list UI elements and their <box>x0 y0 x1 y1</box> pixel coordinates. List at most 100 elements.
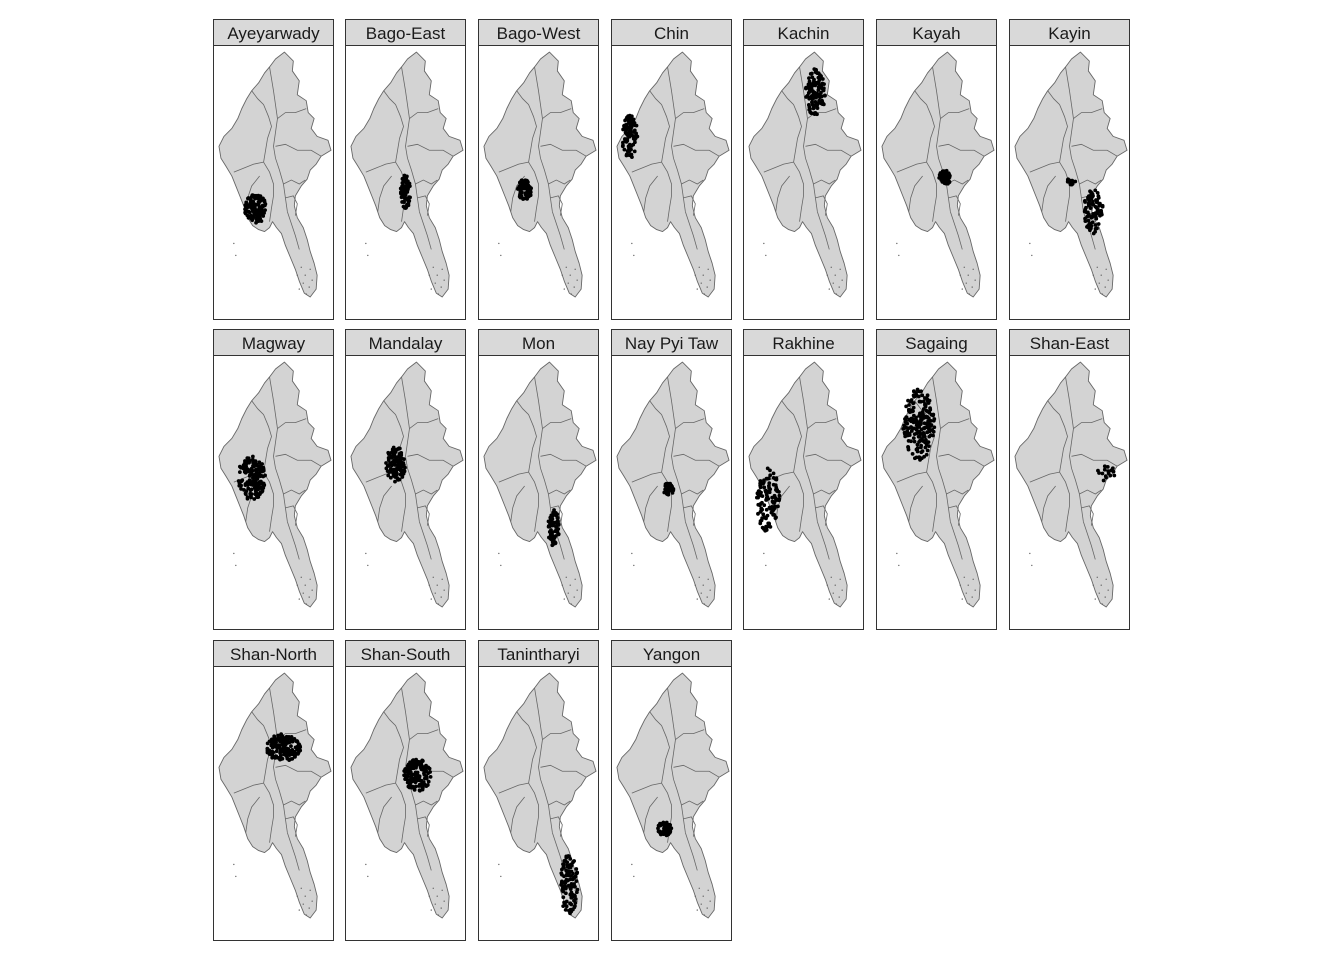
region-boundary <box>815 195 828 216</box>
region-boundary <box>763 161 794 173</box>
region-boundary <box>534 66 543 119</box>
island-speck <box>443 589 445 591</box>
island-speck <box>832 282 834 284</box>
location-point <box>270 743 274 748</box>
region-boundary <box>685 832 698 871</box>
location-point <box>570 877 575 882</box>
island-speck <box>974 279 976 281</box>
island-speck <box>898 564 900 567</box>
region-boundary <box>409 729 439 740</box>
location-point <box>400 191 404 196</box>
island-speck <box>567 282 569 284</box>
location-point <box>560 872 564 877</box>
location-point <box>410 776 415 780</box>
region-boundary <box>498 161 529 173</box>
location-point <box>420 758 425 763</box>
island-speck <box>694 584 696 586</box>
region-boundary <box>940 108 970 119</box>
location-point <box>929 419 933 423</box>
region-boundary <box>1029 161 1060 173</box>
region-boundary <box>251 90 272 163</box>
island-speck <box>832 592 834 594</box>
country-outline <box>1014 361 1128 608</box>
location-point <box>665 486 670 491</box>
island-speck <box>563 598 565 600</box>
island-speck <box>702 895 704 897</box>
region-boundary <box>540 764 587 778</box>
location-point <box>773 516 778 521</box>
island-speck <box>308 596 310 598</box>
location-point <box>257 480 262 484</box>
location-point <box>561 862 565 867</box>
location-point <box>927 429 932 434</box>
location-point <box>556 527 561 531</box>
region-boundary <box>516 90 537 163</box>
location-point <box>761 481 766 486</box>
location-point <box>407 785 412 790</box>
island-speck <box>1107 279 1109 281</box>
location-point <box>265 748 270 753</box>
location-point <box>417 788 422 793</box>
region-boundary <box>1041 175 1056 212</box>
location-point <box>775 488 780 492</box>
region-boundary <box>498 782 529 794</box>
region-boundary <box>401 687 410 740</box>
facet-panel-kachin: Kachin <box>743 19 864 320</box>
region-map <box>218 672 332 919</box>
island-speck <box>304 895 306 897</box>
location-point <box>564 899 569 904</box>
region-boundary <box>516 400 537 473</box>
country-outline <box>218 672 332 919</box>
facet-panel-chin: Chin <box>611 19 732 320</box>
location-point <box>250 457 255 462</box>
region-boundary <box>1059 161 1070 222</box>
location-point <box>909 408 914 413</box>
location-point <box>424 776 429 780</box>
location-point <box>820 77 825 81</box>
location-point <box>632 149 637 154</box>
region-boundary <box>932 66 941 119</box>
island-speck <box>500 875 502 878</box>
location-point <box>406 766 411 771</box>
region-boundary <box>1069 428 1084 522</box>
location-point <box>244 200 249 205</box>
island-speck <box>437 603 439 605</box>
location-point <box>804 95 809 99</box>
island-speck <box>436 274 438 276</box>
location-point <box>572 859 576 863</box>
location-point <box>771 471 776 476</box>
region-boundary <box>534 687 543 740</box>
location-point <box>273 755 278 760</box>
region-boundary <box>799 66 808 119</box>
island-speck <box>574 578 576 580</box>
location-point <box>909 419 914 424</box>
location-point <box>819 85 823 90</box>
island-speck <box>298 288 300 290</box>
island-speck <box>967 274 969 276</box>
island-speck <box>440 596 442 598</box>
location-point <box>401 184 406 189</box>
location-point <box>813 92 818 97</box>
region-boundary <box>548 179 571 185</box>
location-point <box>422 771 426 776</box>
location-point <box>413 780 418 785</box>
location-point <box>274 749 279 754</box>
location-point <box>417 774 422 779</box>
location-point <box>664 833 669 838</box>
region-boundary <box>908 485 923 522</box>
region-map <box>1014 361 1128 608</box>
location-point <box>629 118 634 123</box>
location-point <box>569 909 573 914</box>
region-boundary <box>803 428 818 522</box>
location-point <box>759 490 763 495</box>
region-boundary <box>685 211 698 250</box>
location-point <box>922 434 927 439</box>
region-boundary <box>1065 376 1074 429</box>
island-speck <box>839 578 841 580</box>
location-point <box>546 524 551 529</box>
island-speck <box>432 576 434 578</box>
region-boundary <box>419 211 432 250</box>
location-point <box>914 428 919 432</box>
location-point <box>394 455 399 459</box>
location-point <box>770 499 775 504</box>
